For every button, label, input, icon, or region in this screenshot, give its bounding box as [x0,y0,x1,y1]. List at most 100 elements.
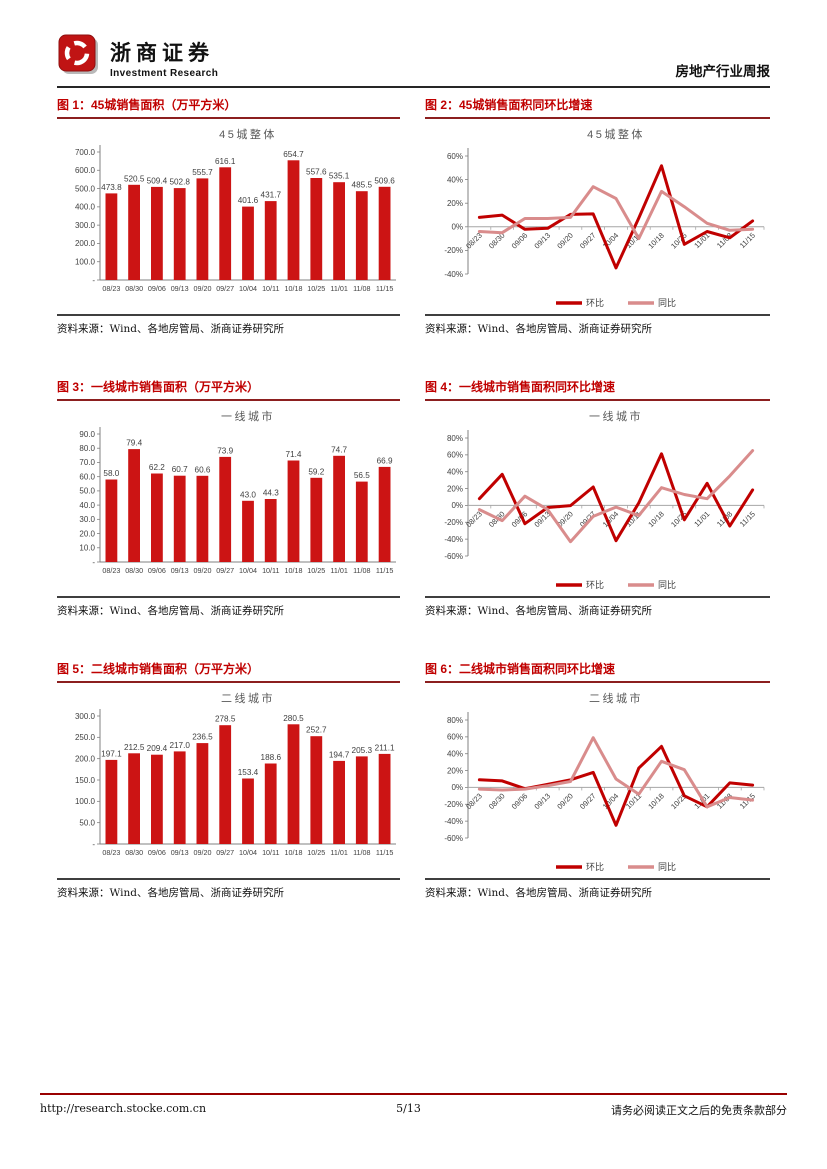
svg-text:30.0: 30.0 [79,515,95,524]
svg-text:-60%: -60% [444,552,463,561]
svg-text:431.7: 431.7 [261,191,282,200]
svg-text:环比: 环比 [586,297,604,308]
svg-text:08/23: 08/23 [102,848,120,857]
svg-text:09/13: 09/13 [171,284,189,293]
svg-text:09/13: 09/13 [532,231,552,251]
figure-1-bar-chart: 45城整体 700.0 600.0 500.0 400.0 300.0 200.0 100.0… [57,122,400,314]
svg-text:20%: 20% [447,199,463,208]
svg-text:500.0: 500.0 [75,184,96,193]
svg-text:20.0: 20.0 [79,529,95,538]
svg-text:60.7: 60.7 [172,465,188,474]
company-logo-icon [57,33,101,82]
svg-text:10/11: 10/11 [262,566,279,575]
svg-text:10/25: 10/25 [307,566,325,575]
svg-text:79.4: 79.4 [126,439,142,448]
svg-text:同比: 同比 [658,297,676,308]
svg-text:400.0: 400.0 [75,203,96,212]
svg-text:20%: 20% [447,484,463,493]
figure-5-source-note: 资料来源：Wind、各地房管局、浙商证券研究所 [57,878,400,900]
svg-text:71.4: 71.4 [286,450,302,459]
brand-text: 浙商证券 Investment Research [110,37,218,79]
svg-text:40%: 40% [447,750,463,759]
svg-text:10/11: 10/11 [262,848,279,857]
brand-name: 浙商证券 [110,39,214,65]
svg-text:60%: 60% [447,451,463,460]
svg-text:09/20: 09/20 [194,848,212,857]
svg-text:300.0: 300.0 [75,221,96,230]
svg-text:-: - [92,840,95,849]
figure-1-block: 图 1：45城销售面积（万平方米） 45城整体 700.0 600.0 500.0 40… [57,96,400,336]
svg-text:10/11: 10/11 [262,284,279,293]
svg-text:197.1: 197.1 [101,749,122,758]
svg-text:20%: 20% [447,766,463,775]
figure-1-source-note: 资料来源：Wind、各地房管局、浙商证券研究所 [57,314,400,336]
figure-4-source-note: 资料来源：Wind、各地房管局、浙商证券研究所 [425,596,770,618]
svg-text:557.6: 557.6 [306,168,327,177]
svg-text:45城整体: 45城整体 [587,127,645,141]
svg-text:278.5: 278.5 [215,715,236,724]
page-footer: http://research.stocke.com.cn 5/13 请务必阅读… [40,1093,787,1118]
svg-text:11/08: 11/08 [353,848,370,857]
footer-url-link[interactable]: http://research.stocke.com.cn [40,1102,207,1115]
svg-text:0%: 0% [451,783,463,792]
figure-3-bar-chart: 一线城市 90.0 80.0 70.0 60.0 50.0 40.0 30.0 20.0 10.0… [57,404,400,596]
svg-text:211.1: 211.1 [375,743,395,752]
svg-text:一线城市: 一线城市 [589,409,643,423]
svg-text:08/23: 08/23 [464,509,484,529]
svg-text:08/30: 08/30 [125,566,143,575]
svg-text:73.9: 73.9 [217,446,233,455]
svg-text:09/27: 09/27 [578,231,598,251]
svg-text:188.6: 188.6 [261,753,282,762]
svg-text:509.4: 509.4 [147,176,168,185]
svg-text:11/15: 11/15 [738,231,757,250]
svg-text:10/18: 10/18 [646,509,666,529]
svg-text:153.4: 153.4 [238,768,259,777]
report-type-label: 房地产行业周报 [675,64,771,79]
svg-text:二线城市: 二线城市 [221,691,275,705]
svg-text:一线城市: 一线城市 [221,409,275,423]
svg-text:11/01: 11/01 [330,848,347,857]
svg-text:555.7: 555.7 [192,168,213,177]
svg-text:200.0: 200.0 [75,239,96,248]
svg-text:-40%: -40% [444,817,463,826]
figure-1-title: 图 1：45城销售面积（万平方米） [57,96,400,119]
svg-text:150.0: 150.0 [75,776,96,785]
svg-text:08/30: 08/30 [487,791,507,811]
svg-text:-40%: -40% [444,270,463,279]
svg-text:80%: 80% [447,716,463,725]
svg-text:11/15: 11/15 [376,284,393,293]
figure-4-title: 图 4：一线城市销售面积同环比增速 [425,378,770,401]
svg-text:09/06: 09/06 [148,566,166,575]
svg-text:217.0: 217.0 [169,741,190,750]
svg-text:60%: 60% [447,733,463,742]
svg-text:08/23: 08/23 [464,231,484,251]
svg-text:环比: 环比 [586,579,604,590]
svg-text:10/18: 10/18 [285,284,303,293]
figure-6-line-chart: 二线城市 80% 60% 40% 20% 0% -20% -40% -60% 08/23 08/30… [425,686,770,878]
svg-text:08/23: 08/23 [102,566,120,575]
page-number: 5/13 [396,1102,421,1115]
svg-text:09/06: 09/06 [148,848,166,857]
svg-text:66.9: 66.9 [377,456,393,465]
svg-text:100.0: 100.0 [75,797,96,806]
brand-subtitle: Investment Research [110,67,219,79]
svg-text:同比: 同比 [658,579,676,590]
figure-6-source-note: 资料来源：Wind、各地房管局、浙商证券研究所 [425,878,770,900]
svg-text:-20%: -20% [444,800,463,809]
svg-text:09/27: 09/27 [216,566,234,575]
svg-text:11/08: 11/08 [353,566,370,575]
svg-text:09/06: 09/06 [510,791,530,811]
svg-text:0%: 0% [451,501,463,510]
svg-text:10.0: 10.0 [79,544,95,553]
svg-text:43.0: 43.0 [240,490,256,499]
svg-text:74.7: 74.7 [331,445,347,454]
svg-text:60%: 60% [447,152,463,161]
svg-text:40%: 40% [447,175,463,184]
svg-text:-20%: -20% [444,246,463,255]
brand-block: 浙商证券 Investment Research [57,33,218,86]
svg-text:11/15: 11/15 [738,791,757,810]
svg-text:485.5: 485.5 [352,181,373,190]
svg-text:600.0: 600.0 [75,166,96,175]
svg-text:10/18: 10/18 [646,791,666,811]
svg-text:10/04: 10/04 [239,848,257,857]
